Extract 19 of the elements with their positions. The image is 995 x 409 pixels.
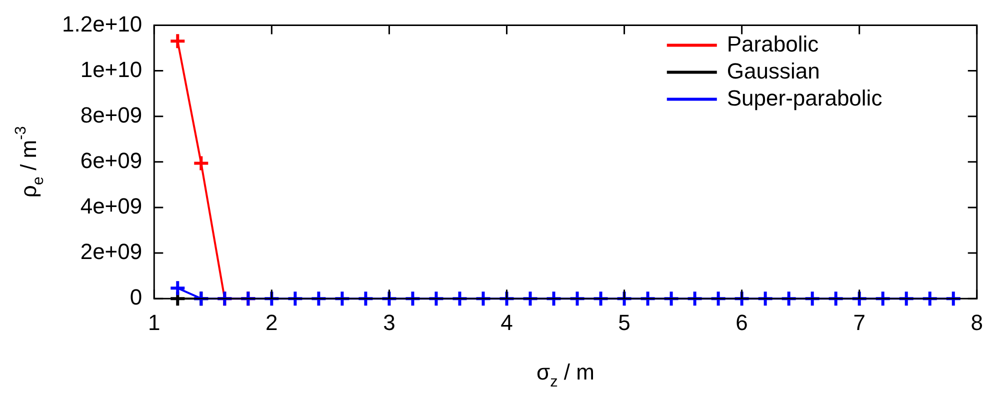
y-tick-label: 2e+09 [80,239,142,264]
y-tick-label: 4e+09 [80,194,142,219]
y-tick-label: 0 [130,284,142,310]
x-tick-label: 5 [618,310,630,335]
y-tick-label: 1e+10 [80,56,142,82]
y-tick-label: 8e+09 [80,102,142,128]
x-tick-label: 1 [148,310,160,335]
x-tick-label: 3 [383,310,396,335]
y-tick-label: 1.2e+10 [62,11,142,36]
y-axis-title: ρe / m-3 [12,126,48,198]
x-tick-label: 2 [266,310,278,335]
x-tick-label: 7 [853,310,866,335]
legend-label: Parabolic [726,31,819,56]
x-tick-label: 4 [500,310,513,335]
x-tick-label: 8 [970,310,984,335]
x-tick-label: 6 [736,310,748,335]
y-tick-label: 6e+09 [80,148,142,173]
legend-label: Super-parabolic [726,85,882,110]
legend-label: Gaussian [726,58,820,84]
